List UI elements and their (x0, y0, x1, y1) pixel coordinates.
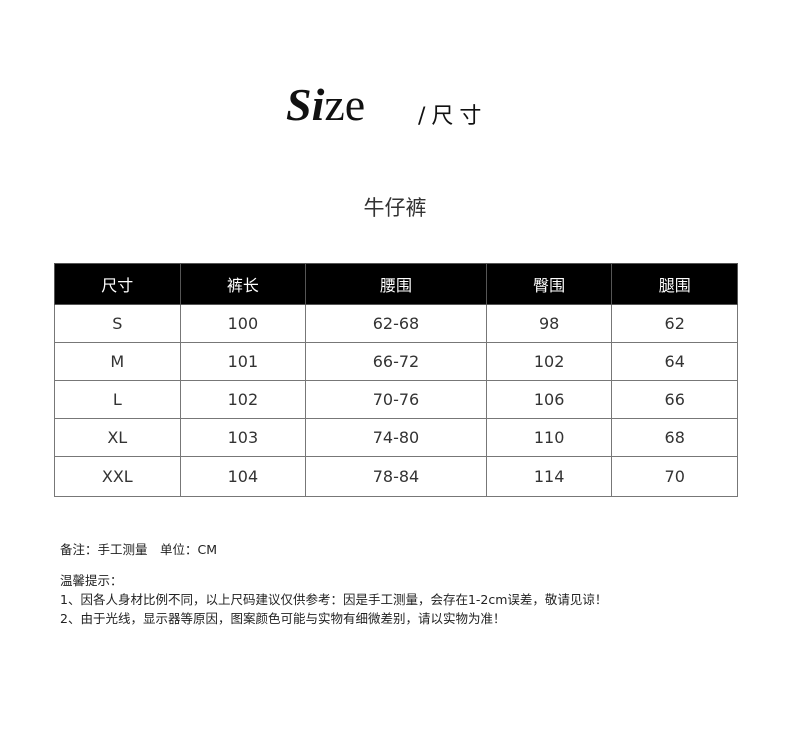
table-cell: 103 (179, 418, 307, 457)
table-cell: 66 (611, 380, 738, 419)
table-cell: M (54, 342, 181, 381)
remark: 备注：手工测量 单位：CM (60, 542, 218, 557)
table-cell: 62-68 (305, 304, 487, 343)
table-cell: S (54, 304, 181, 343)
header-cell: 尺寸 (54, 263, 181, 305)
table-cell: 110 (485, 418, 613, 457)
header-cell: 腰围 (305, 263, 487, 305)
table-cell: 68 (611, 418, 738, 457)
header-cell: 腿围 (611, 263, 738, 305)
table-cell: 101 (179, 342, 307, 381)
table-cell: XL (54, 418, 181, 457)
table-cell: 102 (485, 342, 613, 381)
table-cell: 78-84 (305, 456, 487, 497)
size-table: 尺寸 裤长 腰围 臀围 腿围 S 100 62-68 98 62 M 101 66-72 102… (54, 263, 738, 497)
table-cell: 102 (179, 380, 307, 419)
tip-1: 1、因各人身材比例不同，以上尺码建议仅供参考：因是手工测量，会存在1-2cm误差… (60, 592, 608, 607)
table-header: 尺寸 裤长 腰围 臀围 腿围 (54, 263, 738, 305)
table-row: XXL 104 78-84 114 70 (54, 456, 738, 497)
table-cell: 100 (179, 304, 307, 343)
notes: 备注：手工测量 单位：CM 温馨提示： 1、因各人身材比例不同，以上尺码建议仅供… (60, 540, 607, 628)
table-cell: L (54, 380, 181, 419)
size-title: Size (286, 80, 365, 130)
table-cell: XXL (54, 456, 181, 497)
table-row: XL 103 74-80 110 68 (54, 418, 738, 457)
tips-title: 温馨提示： (60, 573, 123, 588)
table-cell: 98 (485, 304, 613, 343)
table-cell: 70-76 (305, 380, 487, 419)
header-cell: 裤长 (179, 263, 307, 305)
table-cell: 64 (611, 342, 738, 381)
table-cell: 70 (611, 456, 738, 497)
title-bold: Si (286, 79, 325, 130)
table-cell: 62 (611, 304, 738, 343)
table-row: M 101 66-72 102 64 (54, 342, 738, 381)
table-row: S 100 62-68 98 62 (54, 304, 738, 343)
title-rest: ze (324, 79, 366, 130)
table-row: L 102 70-76 106 66 (54, 380, 738, 419)
size-subtitle: /尺寸 (418, 104, 488, 129)
table-cell: 74-80 (305, 418, 487, 457)
header-cell: 臀围 (485, 263, 613, 305)
table-cell: 66-72 (305, 342, 487, 381)
table-cell: 114 (485, 456, 613, 497)
product-name: 牛仔裤 (363, 196, 427, 220)
table-cell: 106 (485, 380, 613, 419)
tip-2: 2、由于光线，显示器等原因，图案颜色可能与实物有细微差别，请以实物为准！ (60, 611, 506, 626)
table-cell: 104 (179, 456, 307, 497)
